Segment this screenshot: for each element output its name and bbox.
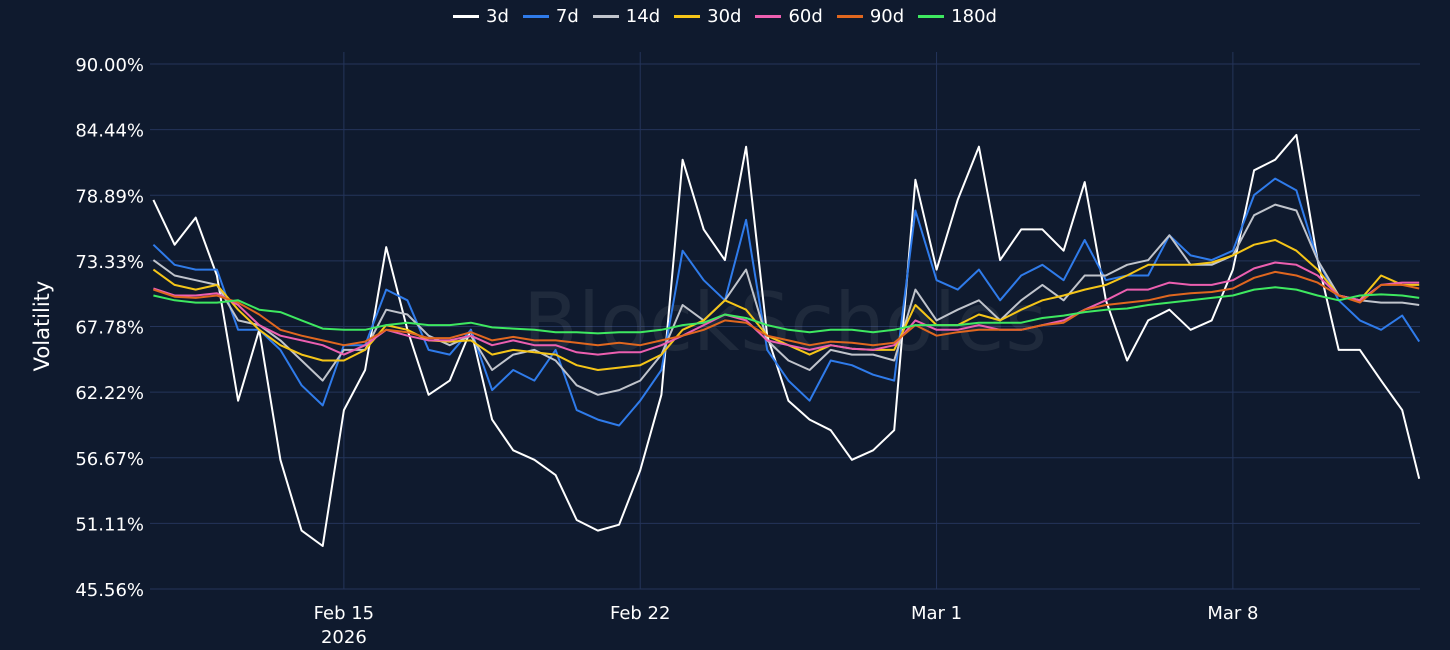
legend-swatch [755,15,782,18]
y-tick-label: 45.56% [75,580,144,601]
legend-item-3d[interactable]: 3d [453,6,509,27]
legend-label: 180d [951,6,997,27]
legend-label: 7d [555,6,579,27]
series-line-90d [153,270,1420,347]
legend-swatch [918,15,945,18]
legend-swatch [592,15,619,18]
legend-label: 30d [707,6,742,27]
legend-item-90d[interactable]: 90d [836,6,905,27]
series-line-3d [152,133,1421,547]
legend-swatch [522,15,549,18]
y-tick-label: 73.33% [75,252,144,273]
legend-label: 3d [486,6,509,27]
legend: 3d 7d 14d 30d 60d 90d 180d [0,6,1450,27]
y-axis-ticks: 90.00% 84.44% 78.89% 73.33% 67.78% 62.22% 56.6… [75,55,144,601]
y-tick-label: 56.67% [75,449,144,470]
legend-item-60d[interactable]: 60d [755,6,823,27]
legend-swatch [674,15,701,18]
x-tick-label: Feb 15 [314,603,375,624]
series-lines [152,133,1421,547]
y-tick-label: 51.11% [75,514,144,535]
x-tick-label: Mar 1 [911,603,962,624]
legend-item-14d[interactable]: 14d [592,6,661,27]
y-tick-label: 67.78% [75,318,144,339]
legend-item-7d[interactable]: 7d [522,6,579,27]
y-tick-label: 62.22% [75,383,144,404]
y-axis-label: Volatility [30,280,54,372]
series-line-60d [153,261,1420,356]
y-tick-label: 78.89% [75,186,144,207]
legend-label: 14d [625,6,661,27]
y-tick-label: 90.00% [75,55,144,76]
x-tick-sublabel: 2026 [321,627,367,648]
x-axis-ticks: Feb 15 2026 Feb 22 Mar 1 Mar 8 [314,603,1259,648]
legend-swatch [836,15,863,18]
legend-label: 90d [869,6,905,27]
legend-label: 60d [788,6,823,27]
x-tick-label: Feb 22 [610,603,671,624]
series-line-180d [153,286,1420,335]
y-tick-label: 84.44% [75,121,144,142]
legend-item-180d[interactable]: 180d [918,6,997,27]
x-tick-label: Mar 8 [1207,603,1258,624]
legend-swatch [453,15,480,18]
legend-item-30d[interactable]: 30d [674,6,741,27]
